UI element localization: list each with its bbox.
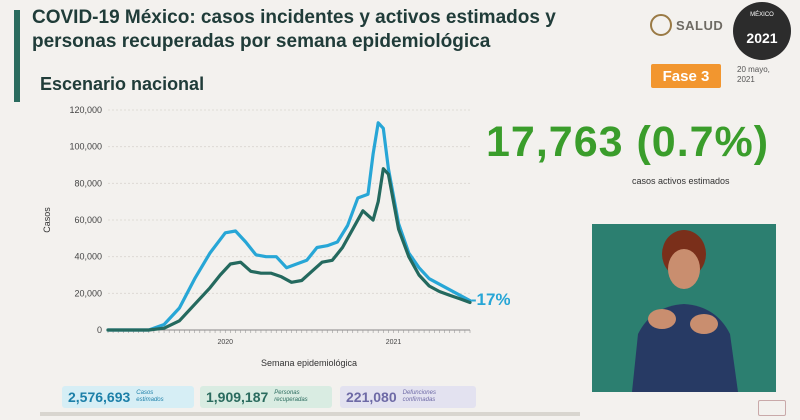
x-tick-label: 2021 — [386, 339, 402, 346]
page-title: COVID-19 México: casos incidentes y acti… — [32, 7, 556, 52]
anniversary-seal: MÉXICO 2021 — [733, 2, 791, 60]
y-axis-label: Casos — [42, 207, 52, 233]
page-subtitle: Escenario nacional — [40, 74, 205, 94]
active-cases-label: casos activos estimados — [632, 176, 730, 186]
stat-estimated-cases-label: Casos estimados — [136, 390, 164, 403]
interpreter-figure-icon — [592, 224, 776, 392]
salud-logo: SALUD — [650, 14, 723, 36]
stat-estimated-cases: 2,576,693 Casos estimados — [62, 386, 194, 408]
seal-year: 2021 — [746, 30, 778, 46]
y-tick-label: 100,000 — [69, 142, 102, 152]
stat-estimated-cases-value: 2,576,693 — [68, 389, 131, 405]
y-tick-label: 40,000 — [74, 252, 102, 262]
stat-recovered: 1,909,187 Personas recuperadas — [200, 386, 332, 408]
phase-badge: Fase 3 — [651, 64, 721, 88]
stat-recovered-value: 1,909,187 — [206, 389, 269, 405]
source-footnote — [40, 412, 580, 416]
series-line-active — [106, 167, 472, 332]
stat-deaths-value: 221,080 — [346, 389, 397, 405]
report-date: 20 mayo, 2021 — [737, 65, 770, 85]
chart-grid — [107, 109, 471, 333]
x-axis-label: Semana epidemiológica — [261, 358, 357, 368]
chart-series — [106, 121, 472, 332]
y-tick-label: 80,000 — [74, 178, 102, 188]
report-date-day: 20 mayo, — [737, 65, 770, 74]
eagle-emblem-icon — [650, 14, 672, 36]
y-tick-label: 0 — [97, 325, 102, 335]
accent-bar — [14, 10, 20, 102]
footer-logo — [758, 400, 786, 416]
change-annotation: -17% — [471, 290, 510, 309]
y-tick-label: 120,000 — [69, 105, 102, 115]
cases-chart: 0 20,000 40,000 60,000 80,000 100,000 120,000 2… — [42, 105, 510, 368]
y-tick-label: 60,000 — [74, 215, 102, 225]
report-date-year: 2021 — [737, 75, 755, 84]
logo-text: SALUD — [676, 17, 724, 33]
seal-top-text: MÉXICO — [750, 12, 774, 18]
chart-labels: 0 20,000 40,000 60,000 80,000 100,000 120,000 2… — [42, 105, 510, 368]
sign-language-interpreter — [592, 224, 776, 392]
stat-deaths: 221,080 Defunciones confirmadas — [340, 386, 476, 408]
series-line-estimated — [106, 121, 472, 332]
active-cases-headline: 17,763 (0.7%) — [486, 118, 770, 166]
stat-recovered-label: Personas recuperadas — [274, 390, 308, 403]
stat-deaths-label: Defunciones confirmadas — [402, 390, 436, 403]
x-tick-label: 2020 — [217, 339, 233, 346]
y-tick-label: 20,000 — [74, 288, 102, 298]
